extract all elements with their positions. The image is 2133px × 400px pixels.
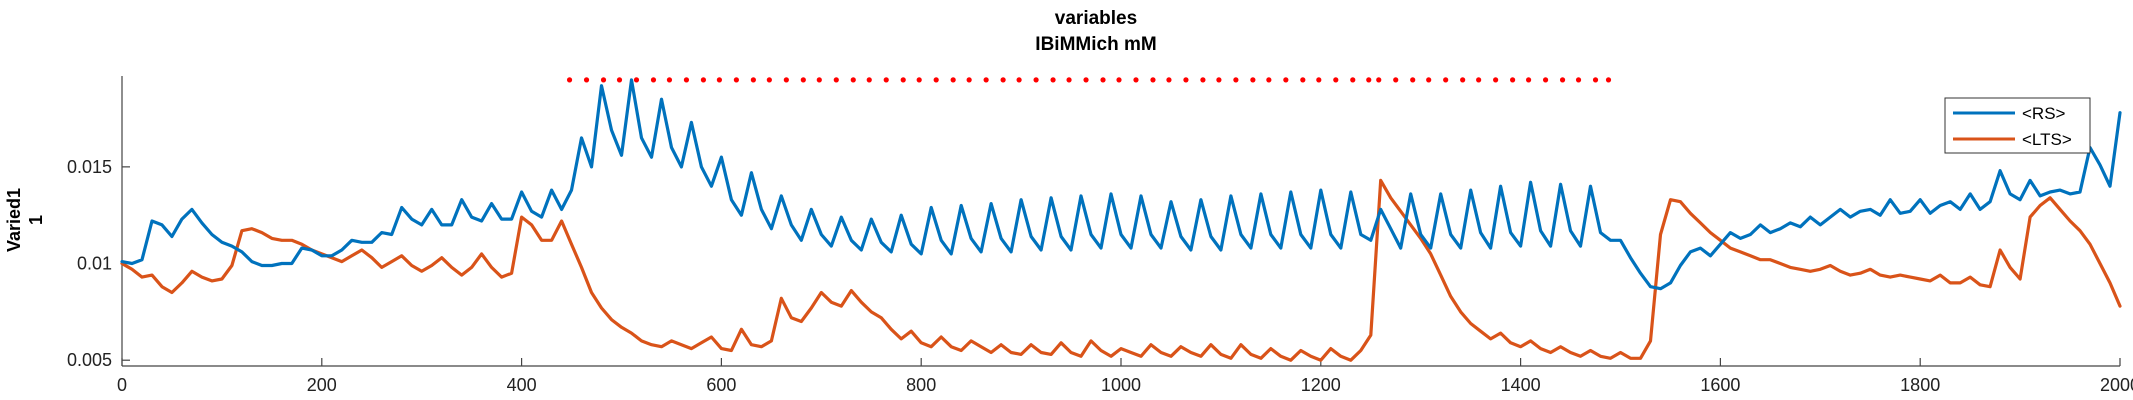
marker-point <box>1426 77 1432 83</box>
marker-point <box>1100 77 1106 83</box>
marker-point <box>1525 77 1532 83</box>
marker-point <box>1393 77 1399 83</box>
marker-point <box>1366 77 1372 83</box>
marker-point <box>883 77 889 83</box>
x-tick-label: 200 <box>307 375 337 395</box>
x-tick-label: 1000 <box>1101 375 1141 395</box>
marker-point <box>1216 77 1222 83</box>
series-lines <box>120 78 2122 362</box>
marker-point <box>900 77 906 83</box>
marker-point <box>1460 77 1466 83</box>
marker-point <box>1050 77 1056 83</box>
y-axis-label-line2: 1 <box>26 215 46 225</box>
y-ticks: 0.005 0.01 0.015 <box>67 157 130 370</box>
marker-point <box>1066 77 1072 83</box>
marker-point <box>983 77 989 83</box>
x-tick-label: 1800 <box>1900 375 1940 395</box>
y-tick-label: 0.005 <box>67 350 112 370</box>
marker-point <box>966 77 972 83</box>
marker-point <box>733 77 739 83</box>
y-axis-label: Varied1 1 <box>4 188 46 252</box>
marker-point <box>566 77 573 83</box>
y-axis-label-line1: Varied1 <box>4 188 24 252</box>
y-tick-label: 0.015 <box>67 157 112 177</box>
marker-point <box>1283 77 1289 83</box>
x-tick-label: 1400 <box>1501 375 1541 395</box>
marker-point <box>1605 77 1612 83</box>
marker-point <box>1150 77 1156 83</box>
marker-point <box>600 77 607 83</box>
marker-point <box>1200 77 1206 83</box>
marker-point <box>716 77 723 83</box>
marker-point <box>683 77 690 83</box>
x-tick-label: 0 <box>117 375 127 395</box>
marker-point <box>816 77 822 83</box>
marker-point <box>1300 77 1306 83</box>
marker-point <box>616 77 623 83</box>
marker-point <box>1510 77 1516 83</box>
marker-point <box>1183 77 1189 83</box>
marker-point <box>1493 77 1499 83</box>
marker-point <box>700 77 707 83</box>
marker-point <box>1233 77 1239 83</box>
marker-point <box>1333 77 1339 83</box>
marker-point <box>633 77 640 83</box>
legend-label-rs: <RS> <box>2022 104 2066 123</box>
marker-point <box>916 77 922 83</box>
marker-point <box>1000 77 1006 83</box>
x-tick-label: 1600 <box>1700 375 1740 395</box>
marker-point <box>1575 77 1582 83</box>
marker-point <box>750 77 756 83</box>
marker-point <box>1443 77 1449 83</box>
chart-title: variables <box>1055 8 1137 29</box>
marker-point <box>1592 77 1599 83</box>
marker-points <box>566 77 1612 83</box>
marker-point <box>1476 77 1482 83</box>
chart-subtitle: IBiMMich mM <box>1035 34 1156 55</box>
x-tick-label: 1200 <box>1301 375 1341 395</box>
marker-point <box>1316 77 1322 83</box>
marker-point <box>833 77 839 83</box>
marker-point <box>1410 77 1416 83</box>
marker-point <box>1116 77 1122 83</box>
legend-box <box>1944 97 2091 154</box>
marker-point <box>583 77 590 83</box>
legend: <RS> <LTS> <box>1944 97 2091 154</box>
marker-point <box>1033 77 1039 83</box>
marker-point <box>1559 77 1566 83</box>
marker-point <box>1016 77 1022 83</box>
marker-point <box>1083 77 1089 83</box>
marker-point <box>1266 77 1272 83</box>
marker-point <box>850 77 856 83</box>
legend-label-lts: <LTS> <box>2022 130 2072 149</box>
marker-point <box>1133 77 1139 83</box>
marker-point <box>933 77 939 83</box>
y-tick-label: 0.01 <box>77 254 112 274</box>
marker-point <box>666 77 673 83</box>
marker-point <box>1376 77 1382 83</box>
marker-point <box>1250 77 1256 83</box>
marker-point <box>766 77 772 83</box>
x-tick-label: 800 <box>906 375 936 395</box>
marker-point <box>1542 77 1549 83</box>
x-tick-label: 600 <box>706 375 736 395</box>
marker-point <box>650 77 657 83</box>
marker-point <box>1166 77 1172 83</box>
marker-point <box>1350 77 1356 83</box>
marker-point <box>950 77 956 83</box>
marker-point <box>866 77 872 83</box>
marker-point <box>800 77 806 83</box>
marker-point <box>783 77 789 83</box>
x-tick-label: 400 <box>507 375 537 395</box>
series-line-rs <box>120 78 2122 291</box>
series-line-lts <box>120 178 2122 362</box>
